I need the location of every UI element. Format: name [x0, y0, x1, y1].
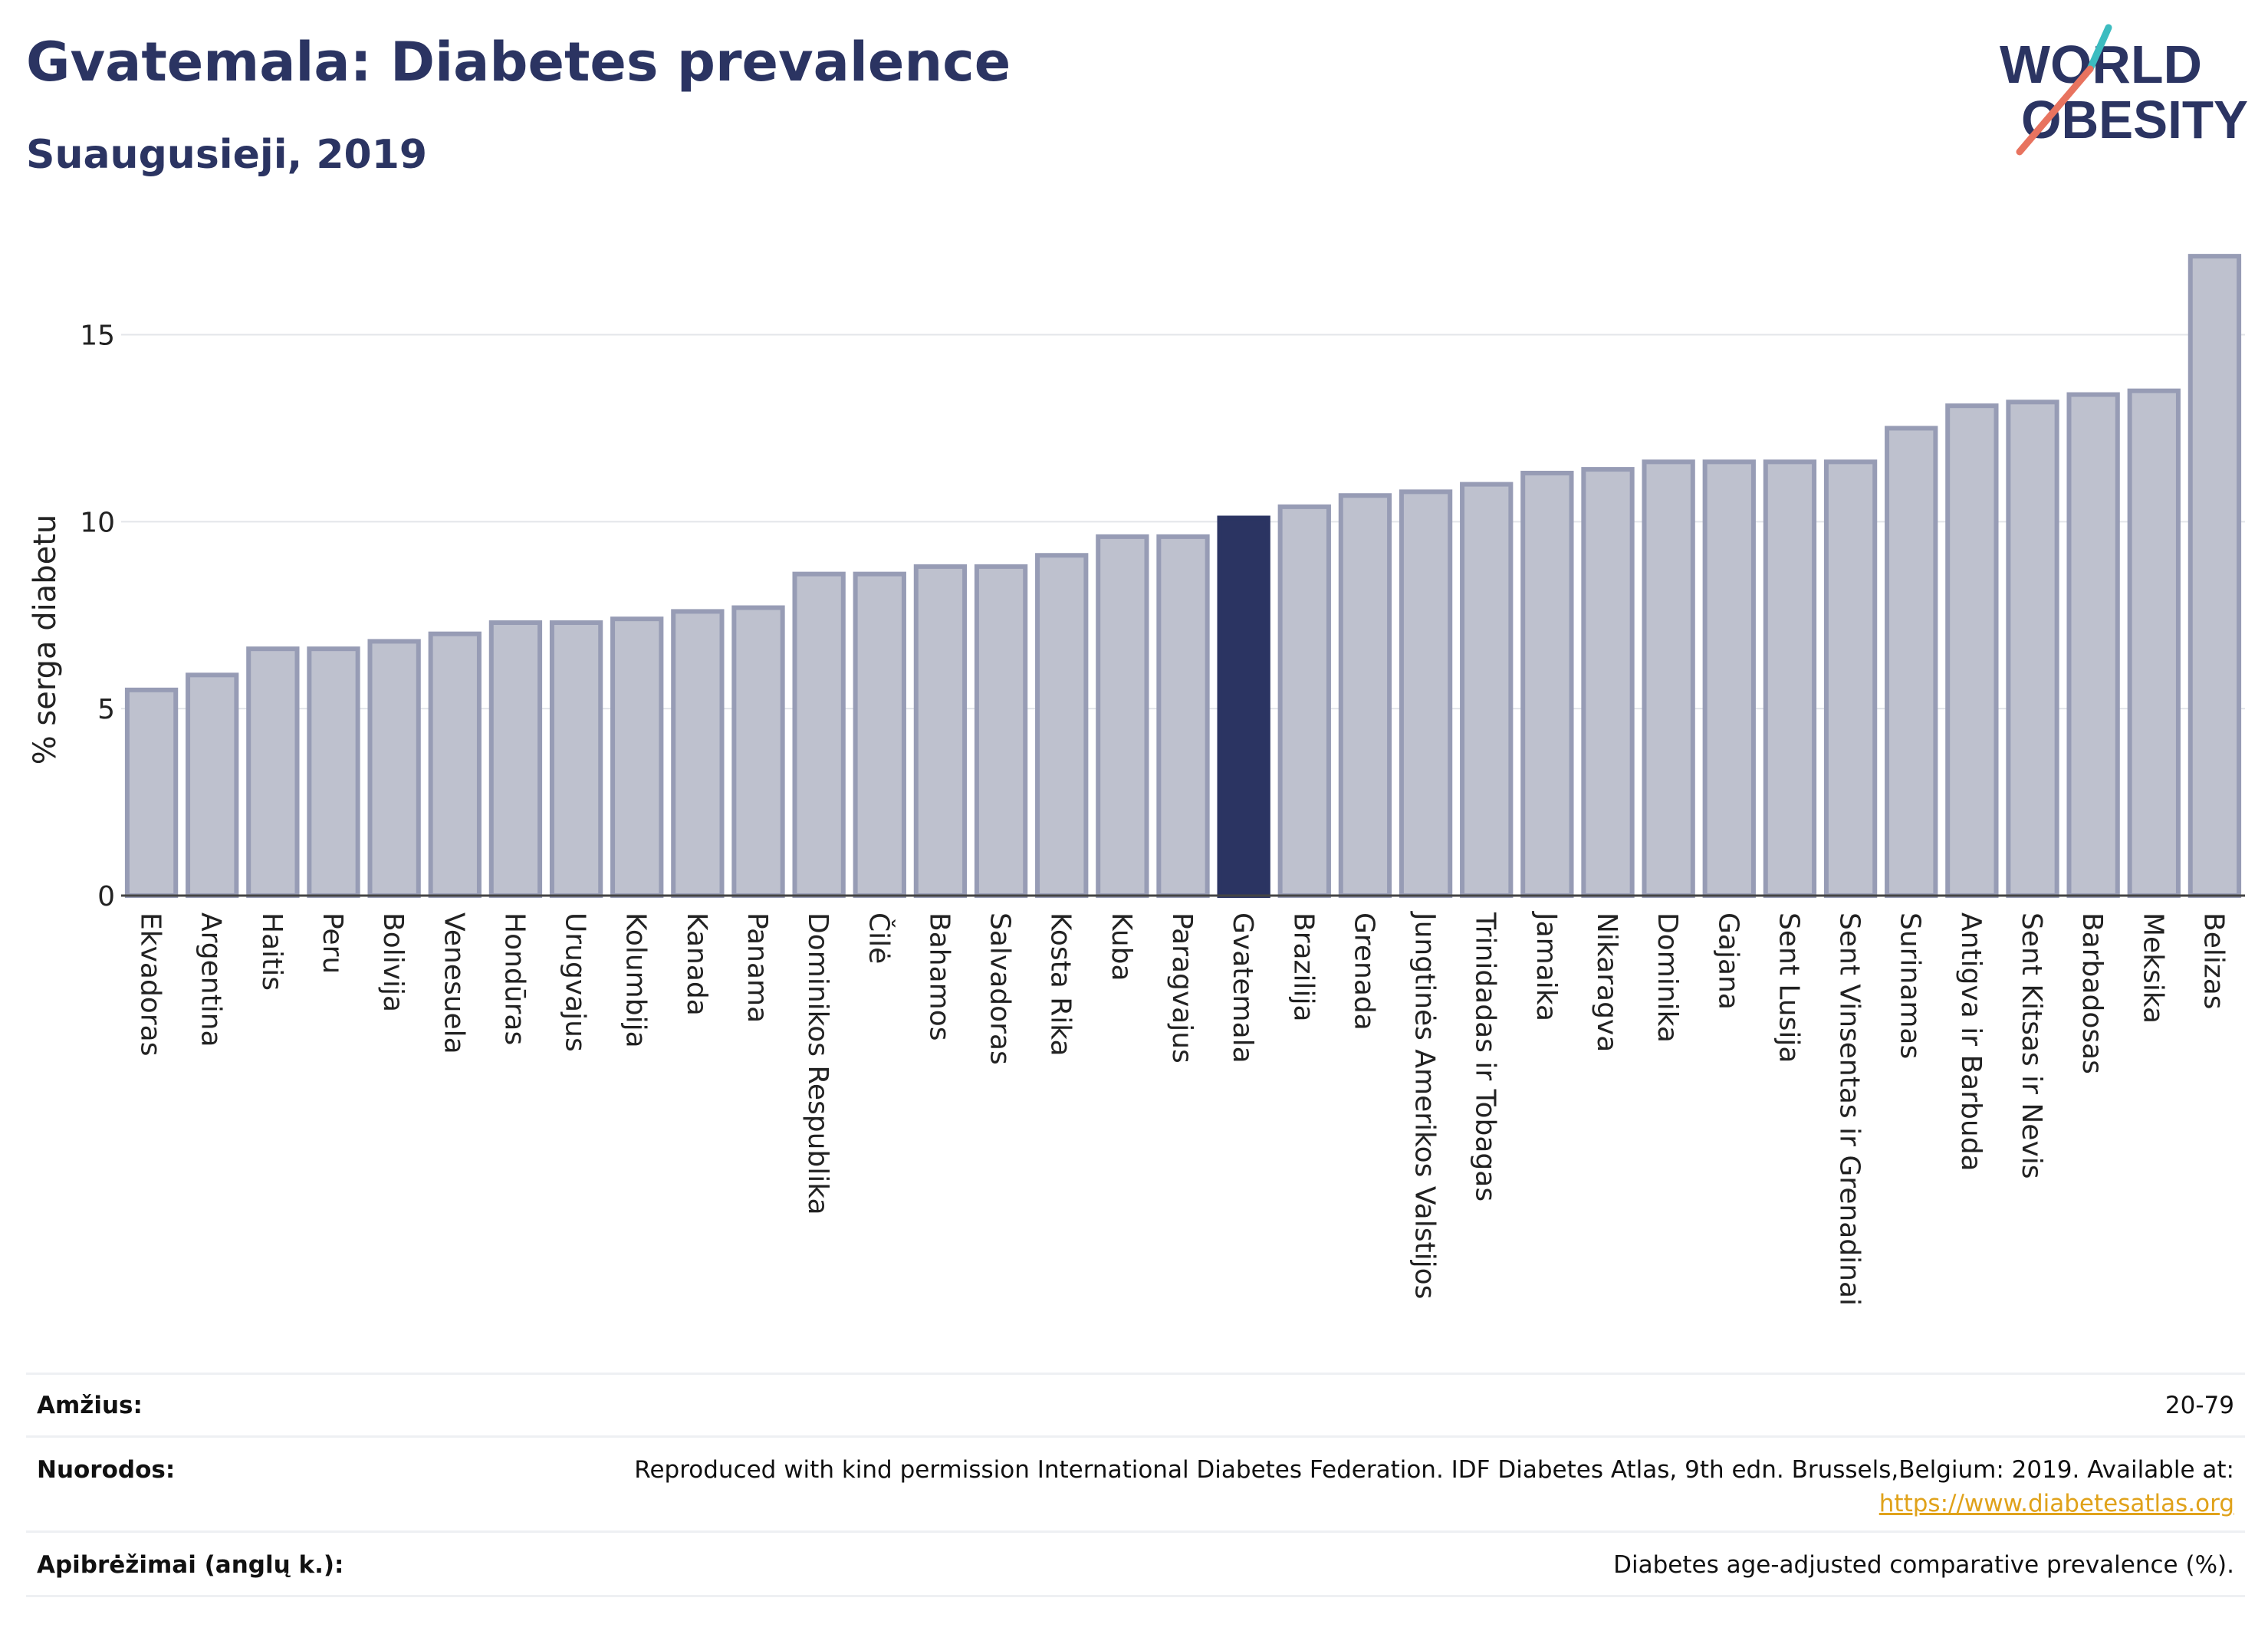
bar[interactable] — [792, 571, 846, 898]
x-axis-ticks: Ekvadoras Argentina Haitis Peru Bolivija Vene… — [135, 911, 2230, 1306]
logo-slash-coral — [2016, 65, 2094, 156]
x-tick-label: Salvadoras — [984, 912, 1016, 1065]
bar[interactable] — [2187, 254, 2242, 898]
x-tick-label: Urugvajus — [560, 912, 591, 1052]
logo-line-obesity: OBESITY — [2021, 90, 2248, 150]
x-tick-label: Surinamas — [1895, 912, 1926, 1059]
meta-row-definitions: Apibrėžimai (anglų k.): Diabetes age-adj… — [26, 1530, 2245, 1597]
x-tick-label: Kolumbija — [620, 912, 652, 1048]
bar[interactable] — [1885, 426, 1938, 898]
x-tick-label: Bolivija — [377, 912, 409, 1012]
y-axis-label: % serga diabetu — [28, 515, 63, 765]
bar[interactable] — [2006, 399, 2059, 898]
bar[interactable] — [1277, 504, 1331, 898]
x-tick-label: Jamaika — [1530, 911, 1562, 1021]
x-tick-label: Dominika — [1652, 912, 1683, 1043]
bar-chart: 0 5 10 15 Ekvadoras Argentina Haitis Peru Boliv… — [28, 254, 2245, 1306]
bar[interactable] — [1096, 534, 1149, 898]
x-tick-label: Antigva ir Barbuda — [1955, 912, 1987, 1172]
x-tick-label: Argentina — [196, 912, 227, 1047]
x-tick-label: Kanada — [681, 912, 712, 1016]
x-tick-label: Sent Kitsas ir Nevis — [2016, 912, 2047, 1179]
x-tick-label: Peru — [317, 912, 348, 974]
bar[interactable] — [974, 564, 1028, 898]
bar[interactable] — [731, 605, 785, 898]
x-tick-label: Meksika — [2137, 912, 2168, 1024]
references-label: Nuorodos: — [37, 1456, 176, 1484]
bar[interactable] — [1763, 459, 1817, 898]
page-subtitle: Suaugusieji, 2019 — [26, 132, 428, 178]
x-tick-label: Gvatemala — [1227, 912, 1258, 1064]
y-tick-label: 15 — [80, 321, 115, 352]
bar[interactable] — [367, 639, 421, 898]
references-text: Reproduced with kind permission Internat… — [634, 1456, 2234, 1484]
bar[interactable] — [1520, 470, 1574, 898]
x-tick-label: Sent Vinsentas ir Grenadinai — [1834, 912, 1865, 1306]
bar[interactable] — [186, 672, 239, 898]
x-tick-label: Nikaragva — [1591, 912, 1622, 1052]
bar[interactable] — [1338, 493, 1392, 898]
x-tick-label: Panama — [741, 912, 773, 1023]
x-tick-label: Gajana — [1712, 912, 1744, 1010]
page-title: Gvatemala: Diabetes prevalence — [26, 31, 1011, 94]
age-label: Amžius: — [37, 1392, 143, 1419]
references-link[interactable]: https://www.diabetesatlas.org — [1878, 1490, 2234, 1517]
bar[interactable] — [1823, 459, 1878, 898]
bar[interactable] — [1035, 553, 1089, 898]
x-tick-label: Belizas — [2197, 912, 2229, 1010]
x-tick-label: Ekvadoras — [135, 912, 166, 1056]
meta-bottom-rule — [26, 1595, 2245, 1597]
bar[interactable] — [307, 646, 360, 898]
bar[interactable] — [2066, 392, 2120, 898]
x-tick-label: Kuba — [1106, 912, 1137, 981]
bar[interactable] — [488, 620, 543, 898]
x-tick-label: Čilė — [863, 912, 895, 964]
bar[interactable] — [610, 616, 664, 898]
y-tick-label: 0 — [97, 881, 115, 912]
x-tick-label: Dominikos Respublika — [802, 912, 833, 1215]
bar[interactable] — [549, 620, 603, 898]
x-tick-label: Sent Lusija — [1773, 912, 1804, 1063]
bar[interactable] — [1642, 459, 1695, 898]
x-tick-label: Kosta Rika — [1045, 912, 1076, 1057]
bar[interactable] — [1156, 534, 1210, 898]
y-tick-label: 5 — [97, 694, 115, 725]
world-obesity-logo[interactable]: WORLD OBESITY — [1994, 23, 2254, 161]
meta-row-age: Amžius: 20-79 — [26, 1373, 2245, 1438]
definitions-label: Apibrėžimai (anglų k.): — [37, 1551, 344, 1579]
bar[interactable] — [671, 609, 725, 898]
bar[interactable] — [1702, 459, 1756, 898]
bar[interactable] — [2127, 388, 2181, 899]
bars — [124, 254, 2242, 899]
y-axis-ticks: 0 5 10 15 — [80, 321, 115, 912]
bar[interactable] — [246, 646, 300, 898]
x-tick-label: Brazilija — [1287, 912, 1319, 1022]
x-tick-label: Jungtinės Amerikos Valstijos — [1409, 911, 1441, 1299]
y-tick-label: 10 — [80, 507, 115, 538]
x-tick-label: Barbadosas — [2076, 912, 2108, 1074]
bar[interactable] — [1581, 467, 1635, 898]
definitions-value: Diabetes age-adjusted comparative preval… — [1613, 1551, 2234, 1579]
bar[interactable] — [124, 687, 179, 898]
bar[interactable] — [913, 564, 968, 898]
x-tick-label: Bahamos — [923, 912, 955, 1041]
age-value: 20-79 — [2164, 1392, 2234, 1419]
x-tick-label: Grenada — [1348, 912, 1379, 1031]
x-tick-label: Venesuela — [438, 912, 469, 1054]
x-tick-label: Trinidadas ir Tobagas — [1470, 912, 1501, 1202]
references-value: Reproduced with kind permission Internat… — [634, 1453, 2234, 1521]
x-tick-label: Paragvajus — [1166, 912, 1198, 1064]
bar[interactable] — [1460, 482, 1514, 898]
bar[interactable] — [1399, 489, 1453, 898]
x-tick-label: Hondūras — [498, 912, 530, 1045]
meta-row-references: Nuorodos: Reproduced with kind permissio… — [26, 1435, 2245, 1533]
bar[interactable] — [428, 631, 482, 898]
bar[interactable] — [853, 571, 906, 898]
bar[interactable] — [1945, 403, 1999, 898]
bar-highlighted[interactable] — [1217, 515, 1270, 898]
x-tick-label: Haitis — [256, 912, 288, 991]
logo-slash-teal — [2086, 24, 2112, 73]
